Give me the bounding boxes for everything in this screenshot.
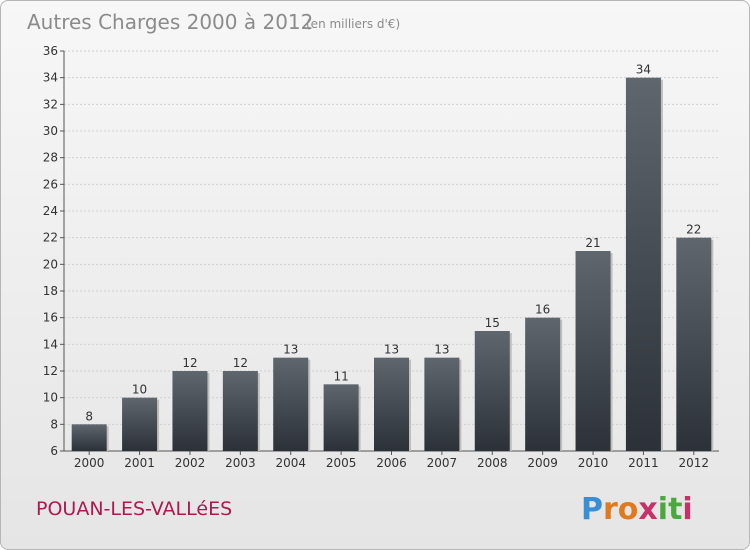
- y-tick-label: 6: [50, 444, 58, 458]
- location-name: POUAN-LES-VALLéES: [36, 498, 232, 520]
- x-tick-label: 2001: [124, 456, 155, 470]
- x-tick-label: 2012: [679, 456, 710, 470]
- data-label: 21: [585, 236, 600, 250]
- bar-2005: [323, 384, 359, 451]
- bar-2001: [122, 397, 158, 451]
- chart-subtitle: (en milliers d'€): [306, 17, 400, 31]
- logo-letter: r: [603, 492, 618, 527]
- y-tick-label: 30: [43, 124, 58, 138]
- x-tick-label: 2004: [275, 456, 306, 470]
- logo-letter: x: [638, 492, 657, 527]
- y-tick-label: 32: [43, 97, 58, 111]
- logo-letter: o: [618, 492, 639, 527]
- y-tick-label: 28: [43, 151, 58, 165]
- data-label: 11: [333, 369, 348, 383]
- bar-2004: [273, 357, 309, 451]
- data-label: 8: [85, 409, 93, 423]
- bar-2000: [71, 424, 107, 451]
- logo-letter: i: [658, 492, 668, 527]
- data-label: 22: [686, 223, 701, 237]
- data-label: 10: [132, 383, 147, 397]
- y-tick-label: 18: [43, 284, 58, 298]
- y-tick-label: 16: [43, 311, 58, 325]
- logo-letter: t: [668, 492, 682, 527]
- data-label: 15: [485, 316, 500, 330]
- bar-2008: [474, 331, 510, 451]
- bar-2003: [222, 371, 258, 451]
- bar-2006: [374, 357, 409, 451]
- bar-2009: [525, 317, 561, 451]
- x-tick-label: 2006: [376, 456, 407, 470]
- y-tick-label: 34: [43, 71, 58, 85]
- chart-title: Autres Charges 2000 à 2012: [27, 10, 313, 34]
- y-tick-label: 10: [43, 391, 58, 405]
- x-tick-label: 2010: [578, 456, 609, 470]
- logo-letter: i: [682, 492, 692, 527]
- data-label: 16: [535, 303, 550, 317]
- logo-letter: P: [581, 492, 603, 527]
- bar-2007: [424, 357, 460, 451]
- axes: 6 8 10 12 14 16 18 20 22 24 26 28 30 32 34 36 2000 2001 20…: [43, 44, 719, 470]
- bar-2011: [625, 77, 661, 452]
- x-tick-label: 2011: [628, 456, 659, 470]
- y-tick-label: 8: [50, 417, 58, 431]
- y-tick-label: 12: [43, 364, 58, 378]
- x-tick-label: 2000: [74, 456, 105, 470]
- data-label: 13: [384, 343, 399, 357]
- y-tick-label: 20: [43, 257, 58, 271]
- y-tick-label: 26: [43, 177, 58, 191]
- data-label: 34: [636, 63, 651, 77]
- bar-2012: [676, 237, 712, 451]
- bar-2002: [172, 371, 208, 451]
- data-label: 12: [233, 356, 248, 370]
- y-tick-label: 36: [43, 44, 58, 58]
- data-label: 12: [182, 356, 197, 370]
- proxiti-logo: Proxiti: [581, 492, 693, 527]
- x-tick-label: 2002: [175, 456, 206, 470]
- x-tick-label: 2003: [225, 456, 256, 470]
- bar-2010: [575, 251, 611, 451]
- y-tick-label: 22: [43, 231, 58, 245]
- x-tick-label: 2009: [527, 456, 558, 470]
- x-tick-label: 2008: [477, 456, 508, 470]
- data-label: 13: [283, 343, 298, 357]
- y-tick-label: 14: [43, 337, 58, 351]
- y-tick-label: 24: [43, 204, 58, 218]
- x-tick-label: 2007: [427, 456, 458, 470]
- data-label: 13: [434, 343, 449, 357]
- bars: 8 10 12 12 13 11 13 13 15 16 21 34 22: [71, 63, 714, 452]
- x-tick-label: 2005: [326, 456, 357, 470]
